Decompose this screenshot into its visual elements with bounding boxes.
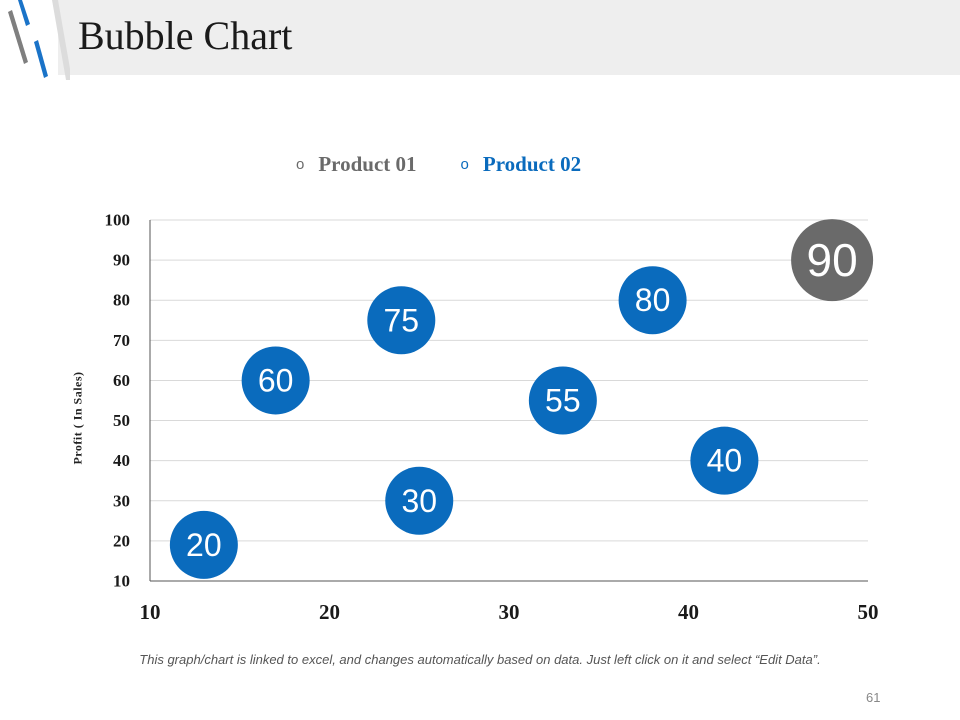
y-tick-label-10: 10: [113, 572, 130, 591]
bubble-series-2-point-4[interactable]: [385, 466, 454, 535]
bubble-label-80: 80: [635, 282, 671, 318]
header-accent-stripes: [8, 0, 70, 80]
y-tick-label-90: 90: [113, 251, 130, 270]
bubble-series-2-point-6[interactable]: [618, 266, 687, 335]
bubble-series-1-point-1[interactable]: [791, 219, 874, 302]
bubble-label-30: 30: [401, 483, 437, 519]
bubble-series-2-point-5[interactable]: [528, 366, 597, 435]
legend-item-series-2[interactable]: o Product 02: [461, 152, 582, 177]
bubble-label-90: 90: [807, 234, 858, 286]
y-tick-label-80: 80: [113, 291, 130, 310]
y-axis-title: Profit ( In Sales): [70, 371, 85, 465]
x-tick-label-40: 40: [678, 600, 699, 624]
bubble-series-2-point-3[interactable]: [367, 286, 436, 355]
bubbles[interactable]: 90 20 60 75 30 55 80 40: [169, 219, 874, 579]
legend-label-product-02: Product 02: [482, 151, 582, 176]
bubble-label-55: 55: [545, 383, 581, 419]
y-tick-label-40: 40: [113, 451, 130, 470]
gridlines: [150, 219, 868, 542]
header-band: [0, 0, 960, 75]
bubble-label-60: 60: [258, 362, 294, 398]
bubble-series-2-point-2[interactable]: [241, 346, 310, 415]
x-tick-label-10: 10: [140, 600, 161, 624]
footnote-text: This graph/chart is linked to excel, and…: [139, 652, 821, 667]
y-tick-label-100: 100: [105, 211, 131, 230]
y-tick-label-20: 20: [113, 531, 130, 550]
chart-legend: o Product 01 o Product 02: [296, 150, 625, 178]
x-tick-label-50: 50: [858, 600, 879, 624]
y-tick-label-60: 60: [113, 371, 130, 390]
bubble-label-20: 20: [186, 527, 222, 563]
legend-marker-circle-icon: o: [460, 155, 469, 173]
page-title: Bubble Chart: [78, 13, 293, 58]
x-tick-label-30: 30: [499, 600, 520, 624]
y-tick-label-50: 50: [113, 411, 130, 430]
bubble-series-2-point-1[interactable]: [169, 510, 238, 579]
legend-item-series-1[interactable]: o Product 01: [296, 152, 417, 177]
legend-label-product-01: Product 01: [318, 151, 417, 176]
x-tick-label-20: 20: [319, 600, 340, 624]
bubble-series-2-point-7[interactable]: [690, 426, 759, 495]
y-tick-label-70: 70: [113, 331, 130, 350]
page-number: 61: [866, 690, 881, 705]
y-tick-label-30: 30: [113, 491, 130, 510]
legend-marker-circle-icon: o: [296, 155, 305, 173]
bubble-label-75: 75: [384, 302, 420, 338]
axes: [149, 220, 868, 582]
tick-labels: 10 20 30 40 50 60 70 80 90 100 10 20 30 40 50: [105, 211, 879, 625]
bubble-label-40: 40: [707, 443, 743, 479]
